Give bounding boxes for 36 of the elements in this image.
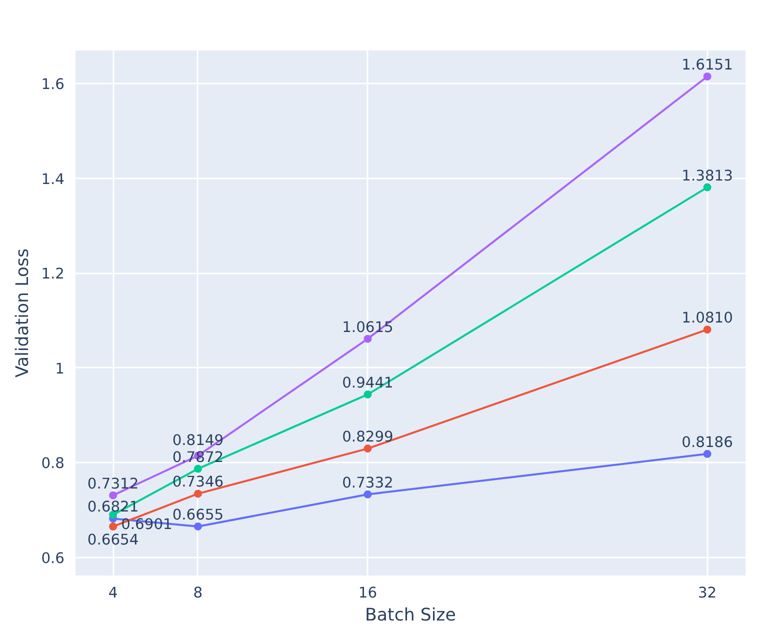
y-axis-title: Validation Loss: [13, 248, 34, 378]
point: [703, 72, 712, 81]
x-axis-title: Batch Size: [365, 606, 456, 626]
point: [364, 444, 372, 453]
data-label: 0.8299: [342, 428, 394, 446]
data-label: 0.7346: [172, 474, 224, 491]
point: [703, 183, 712, 192]
data-label: 1.3813: [682, 167, 733, 184]
point: [364, 390, 372, 398]
data-label: 1.6151: [682, 56, 733, 74]
data-label: 0.6654: [87, 532, 139, 549]
point: [194, 490, 202, 498]
x-tick-label: 4: [108, 584, 118, 602]
point: [364, 334, 372, 343]
point: [109, 522, 118, 530]
x-tick-label: 16: [358, 584, 378, 602]
y-tick-label: 1.6: [41, 76, 65, 94]
y-tick-label: 1.4: [41, 170, 65, 188]
x-tick-label: 8: [193, 584, 203, 602]
y-tick-label: 1.2: [41, 266, 65, 283]
y-tick-label: 0.6: [41, 550, 65, 567]
point: [703, 450, 712, 458]
y-tick-label: 0.8: [41, 455, 65, 472]
data-label: 0.8186: [682, 434, 733, 451]
y-tick-label: 1: [55, 360, 65, 378]
point: [364, 490, 372, 498]
data-label: 0.7312: [87, 475, 139, 492]
point: [703, 326, 712, 334]
data-label: 0.6655: [172, 506, 224, 524]
data-label: 1.0810: [682, 310, 733, 327]
data-label: 0.7332: [342, 474, 394, 492]
point: [109, 491, 118, 500]
x-tick-label: 32: [698, 584, 717, 602]
point: [194, 464, 202, 473]
data-label: 0.8149: [172, 432, 224, 449]
point: [194, 522, 202, 530]
